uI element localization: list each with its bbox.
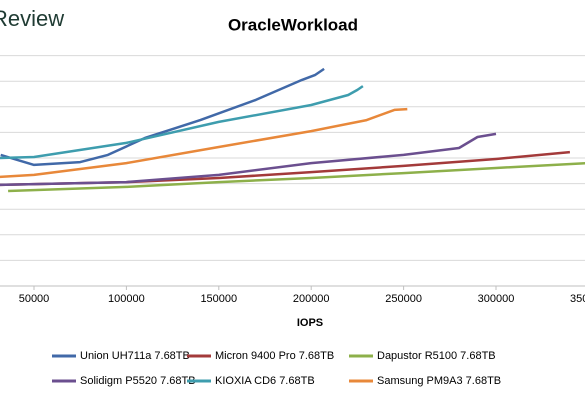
legend-label: Dapustor R5100 7.68TB [377,350,496,362]
x-tick-label: 350000 [570,293,585,305]
legend-label: KIOXIA CD6 7.68TB [215,375,315,387]
series-line [0,85,364,160]
x-axis-label: IOPS [297,317,323,329]
x-tick-label: 300000 [478,293,515,305]
x-tick-label: 250000 [385,293,422,305]
watermark: Review [0,6,64,31]
x-tick-label: 200000 [293,293,330,305]
legend-label: Union UH711a 7.68TB [80,350,190,362]
series-line [0,67,325,167]
series-line [0,107,408,179]
series-line [0,132,497,187]
legend-label: Solidigm P5520 7.68TB [80,375,196,387]
chart-title: OracleWorkload [228,15,358,34]
series-line [8,162,585,193]
x-tick-label: 50000 [19,293,50,305]
x-tick-label: 150000 [200,293,237,305]
legend-label: Samsung PM9A3 7.68TB [377,375,501,387]
legend-label: Micron 9400 Pro 7.68TB [215,350,334,362]
x-tick-label: 100000 [108,293,145,305]
